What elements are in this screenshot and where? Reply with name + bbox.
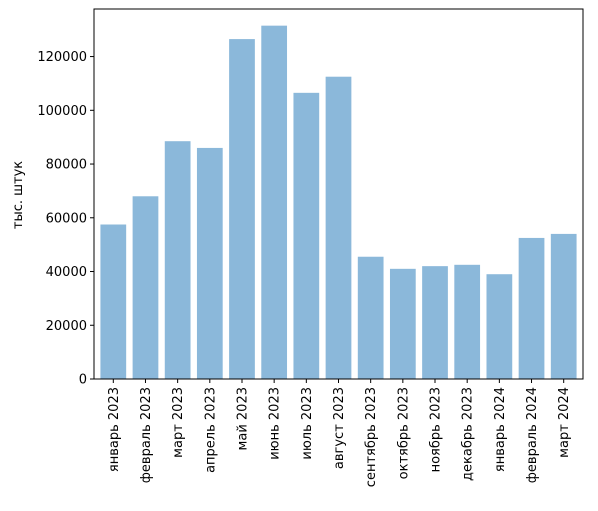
x-tick-label-10: ноябрь 2023 [429,387,444,472]
x-tick-label-12: январь 2024 [493,387,508,472]
y-axis-label: тыс. штук [11,161,26,229]
bar-13 [518,237,545,379]
y-ticks: 0 20000 40000 60000 80000 100000 120000 [37,50,94,388]
bar-12 [486,274,513,379]
bar-5 [261,25,288,379]
bar-10 [422,266,448,379]
x-tick-label-8: сентябрь 2023 [364,387,379,487]
y-tick-label-5: 100000 [37,104,87,119]
x-ticks: январь 2023 февраль 2023 март 2023 апрель 2… [107,379,572,487]
x-tick-label-4: май 2023 [235,387,250,450]
x-tick-label-1: февраль 2023 [139,387,154,483]
bar-8 [357,256,384,379]
bar-1 [132,196,159,379]
bars-layer [100,25,577,380]
bar-4 [229,39,255,380]
x-tick-label-6: июль 2023 [300,387,315,460]
bar-9 [389,268,416,379]
x-tick-label-3: апрель 2023 [203,387,218,473]
y-tick-label-4: 80000 [46,158,87,173]
bar-14 [550,233,577,379]
x-tick-label-13: февраль 2024 [525,387,540,483]
y-tick-label-0: 0 [79,373,87,388]
y-tick-label-6: 120000 [37,50,87,65]
bar-2 [164,141,191,379]
x-tick-label-14: март 2024 [557,387,572,458]
y-tick-label-1: 20000 [46,319,87,334]
bar-3 [196,147,223,379]
bar-6 [293,92,320,379]
bar-0 [100,224,127,379]
x-tick-label-7: август 2023 [332,387,347,469]
x-tick-label-9: октябрь 2023 [396,387,411,479]
y-tick-label-3: 60000 [46,211,87,226]
x-tick-label-2: март 2023 [171,387,186,458]
bar-7 [325,76,352,380]
x-tick-label-5: июнь 2023 [268,387,283,460]
x-tick-label-11: декабрь 2023 [461,387,476,481]
y-tick-label-2: 40000 [46,265,87,280]
x-tick-label-0: январь 2023 [107,387,122,472]
bar-11 [454,264,481,379]
